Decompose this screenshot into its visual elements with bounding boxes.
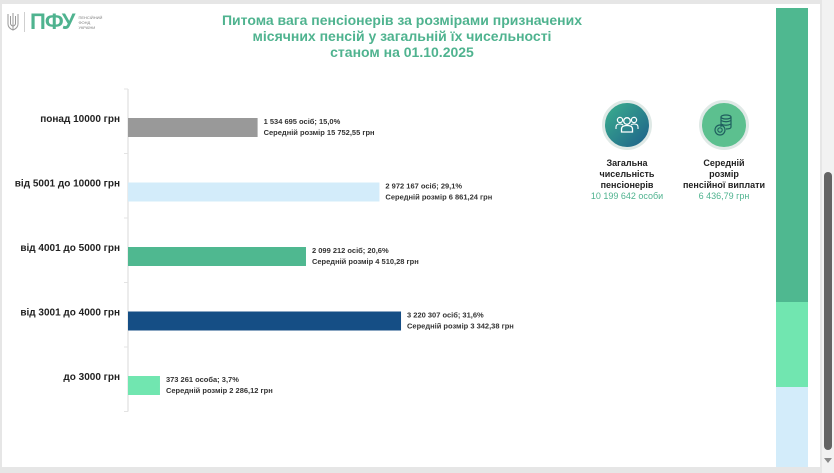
stat-label: Середній розмір пенсійної виплати bbox=[669, 158, 779, 191]
data-label: Середній розмір 6 861,24 грн bbox=[385, 193, 492, 202]
data-label: Середній розмір 4 510,28 грн bbox=[312, 257, 419, 266]
stat-label-line: пенсійної виплати bbox=[682, 180, 766, 190]
stat-label-line: чисельність bbox=[599, 169, 655, 179]
stat-label: Загальна чисельність пенсіонерів bbox=[572, 158, 682, 191]
side-bar-segment bbox=[776, 386, 808, 467]
data-label: Середній розмір 2 286,12 грн bbox=[166, 386, 273, 395]
stat-average-pension: Середній розмір пенсійної виплати 6 436,… bbox=[669, 100, 779, 202]
category-label: від 5001 до 10000 грн bbox=[15, 179, 120, 190]
trident-icon bbox=[7, 13, 19, 31]
data-label: 2 099 212 осіб; 20,6% bbox=[312, 246, 389, 255]
logo-subtitle-line: фонд bbox=[78, 19, 91, 25]
bar bbox=[128, 376, 160, 395]
bar-chart: понад 10000 грн 1 534 695 осіб; 15,0% Сере… bbox=[15, 88, 514, 412]
data-label: 3 220 307 осіб; 31,6% bbox=[407, 311, 484, 320]
chart-title: Питома вага пенсіонерів за розмірами при… bbox=[182, 12, 622, 60]
pfu-logo: ПФУ Пенсійний фонд України bbox=[6, 10, 102, 34]
side-bar-segment bbox=[776, 301, 808, 387]
stat-icon-circle bbox=[602, 100, 652, 150]
data-label: 373 261 особа; 3,7% bbox=[166, 375, 239, 384]
category-label: від 4001 до 5000 грн bbox=[20, 243, 120, 254]
logo-text: ПФУ bbox=[30, 9, 75, 34]
data-label: Середній розмір 3 342,38 грн bbox=[407, 322, 514, 331]
stat-icon-circle bbox=[699, 100, 749, 150]
logo-divider bbox=[24, 12, 25, 32]
coins-icon bbox=[714, 114, 732, 136]
category-label: до 3000 грн bbox=[63, 372, 120, 383]
bar bbox=[128, 118, 258, 137]
bar bbox=[128, 182, 380, 202]
stat-value: 10 199 642 особи bbox=[590, 191, 664, 201]
logo-subtitle-line: Пенсійний bbox=[78, 14, 103, 20]
bar bbox=[128, 311, 402, 331]
stat-total-pensioners: Загальна чисельність пенсіонерів 10 199 … bbox=[572, 100, 682, 202]
stat-label-line: розмір bbox=[709, 169, 739, 179]
side-stacked-bar bbox=[776, 8, 808, 467]
bar bbox=[128, 247, 306, 266]
stat-label-line: Загальна bbox=[606, 158, 648, 168]
title-line: Питома вага пенсіонерів за розмірами при… bbox=[221, 12, 583, 28]
people-icon bbox=[615, 116, 639, 133]
title-line: станом на 01.10.2025 bbox=[330, 44, 474, 60]
title-line: місячних пенсій у загальній їх чисельнос… bbox=[252, 28, 552, 44]
data-label: 1 534 695 осіб; 15,0% bbox=[264, 117, 341, 126]
side-bar-segment bbox=[776, 8, 808, 302]
data-label: Середній розмір 15 752,55 грн bbox=[264, 128, 375, 137]
stat-label-line: Середній bbox=[703, 158, 745, 168]
logo-subtitle-line: України bbox=[78, 24, 96, 30]
logo-subtitle: Пенсійний фонд України bbox=[78, 15, 102, 30]
category-label: понад 10000 грн bbox=[40, 114, 120, 125]
stat-label-line: пенсіонерів bbox=[600, 180, 654, 190]
stat-value: 6 436,79 грн bbox=[698, 191, 750, 201]
vertical-scrollbar[interactable] bbox=[822, 0, 834, 473]
slide: ПФУ Пенсійний фонд України Питома вага п… bbox=[2, 4, 820, 467]
scroll-down-arrow-icon[interactable] bbox=[824, 458, 832, 463]
scrollbar-thumb[interactable] bbox=[824, 172, 832, 450]
data-label: 2 972 167 осіб; 29,1% bbox=[385, 182, 462, 191]
category-label: від 3001 до 4000 грн bbox=[20, 308, 120, 319]
